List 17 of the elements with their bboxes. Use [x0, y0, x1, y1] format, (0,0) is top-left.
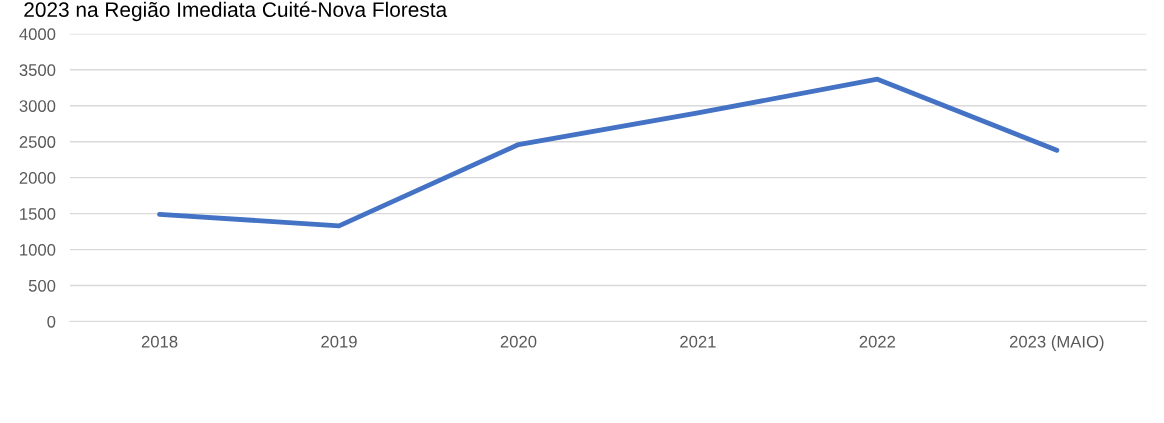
y-tick-label: 3000 [19, 100, 56, 112]
x-tick-label: 2023 (MAIO) [1009, 335, 1104, 351]
line-series [157, 76, 1060, 229]
y-tick-label: 4000 [19, 28, 56, 41]
x-tick-label: 2019 [321, 335, 357, 348]
x-tick-label: 2018 [141, 335, 178, 348]
chart-title: 2023 na Região Imediata Cuité-Nova Floresta [24, 1, 448, 22]
x-tick-label: 2020 [500, 335, 537, 348]
y-tick-label: 3500 [19, 64, 56, 76]
y-tick-label: 2500 [19, 136, 56, 148]
y-tick-label: 0 [47, 315, 56, 328]
y-tick-label: 2000 [19, 172, 56, 184]
y-tick-label: 500 [28, 279, 56, 292]
x-tick-label: 2021 [680, 335, 716, 348]
y-tick-label: 1000 [20, 243, 56, 256]
y-tick-label: 1500 [20, 208, 56, 220]
x-tick-label: 2022 [859, 335, 896, 348]
